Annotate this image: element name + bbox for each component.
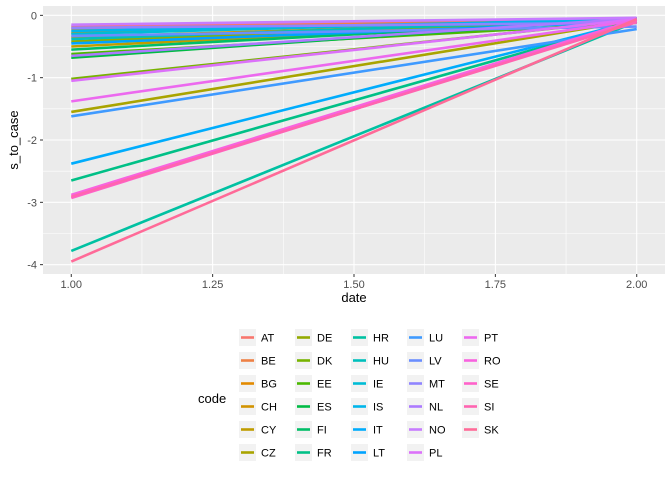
legend-label: SK [484, 425, 499, 437]
legend-item-cy: CY [239, 421, 277, 438]
legend-label: LU [429, 333, 443, 345]
legend-label: IE [373, 379, 383, 391]
legend-label: DE [317, 333, 332, 345]
series-line-lu [71, 27, 637, 118]
y-axis: 0 -1 -2 -3 -4 [27, 10, 43, 272]
legend-label: AT [261, 333, 275, 345]
y-tick-label: -4 [27, 260, 37, 272]
legend-item-lt: LT [351, 444, 385, 461]
series-line-pt [71, 19, 637, 103]
legend-label: LT [373, 448, 385, 460]
series-line-si [70, 20, 638, 198]
legend-label: FR [317, 448, 332, 460]
legend-items: AT BE BG CH CY CZ DE DK EE ES FI FR HR HU IE IS IT LT LU LV… [239, 329, 501, 461]
legend-item-is: IS [351, 398, 383, 415]
y-axis-title: s_to_case [6, 110, 21, 169]
legend-title: code [198, 391, 226, 406]
legend-item-pl: PL [407, 444, 442, 461]
legend-item-fi: FI [295, 421, 327, 438]
legend-label: BE [261, 356, 276, 368]
legend-item-bg: BG [239, 375, 277, 392]
legend-label: LV [429, 356, 442, 368]
x-tick-label: 2.00 [626, 279, 647, 291]
series-line-pl [71, 17, 637, 83]
legend-label: HU [373, 356, 389, 368]
legend-label: IT [373, 425, 383, 437]
legend-label: ES [317, 402, 332, 414]
legend-label: CZ [261, 448, 276, 460]
series-line-no [71, 16, 637, 26]
legend-item-ee: EE [295, 375, 332, 392]
legend-label: CH [261, 402, 277, 414]
y-tick-label: 0 [31, 10, 37, 22]
legend-label: HR [373, 333, 389, 345]
legend-label: FI [317, 425, 327, 437]
legend-item-si: SI [462, 398, 494, 415]
legend-item-hu: HU [351, 352, 389, 369]
legend-label: IS [373, 402, 383, 414]
legend-label: PT [484, 333, 498, 345]
legend-item-ie: IE [351, 375, 383, 392]
x-tick-label: 1.75 [485, 279, 506, 291]
series-line-cz [71, 19, 637, 114]
legend-label: CY [261, 425, 277, 437]
series-line-fr [70, 19, 638, 182]
legend: code AT BE BG CH CY CZ DE DK EE ES FI FR HR HU IE IS IT L… [198, 329, 501, 461]
legend-label: PL [429, 448, 442, 460]
legend-item-be: BE [239, 352, 276, 369]
legend-item-lv: LV [407, 352, 442, 369]
legend-item-sk: SK [462, 421, 499, 438]
legend-label: NL [429, 402, 443, 414]
legend-item-fr: FR [295, 444, 332, 461]
legend-label: SE [484, 379, 499, 391]
series-lines [70, 16, 638, 263]
legend-item-cz: CZ [239, 444, 276, 461]
legend-item-hr: HR [351, 329, 389, 346]
legend-item-ro: RO [462, 352, 501, 369]
legend-item-de: DE [295, 329, 332, 346]
series-line-ro [70, 18, 638, 197]
legend-label: DK [317, 356, 333, 368]
x-tick-label: 1.25 [202, 279, 223, 291]
legend-label: SI [484, 402, 494, 414]
legend-item-lu: LU [407, 329, 443, 346]
series-line-nl [71, 17, 637, 58]
legend-label: EE [317, 379, 332, 391]
legend-item-nl: NL [407, 398, 443, 415]
legend-item-it: IT [351, 421, 383, 438]
series-line-sk [70, 17, 638, 263]
x-axis-title: date [341, 290, 366, 305]
legend-item-ch: CH [239, 398, 277, 415]
x-tick-label: 1.00 [61, 279, 82, 291]
legend-label: MT [429, 379, 445, 391]
legend-item-no: NO [407, 421, 446, 438]
legend-label: BG [261, 379, 277, 391]
y-tick-label: -3 [27, 197, 37, 209]
x-axis: 1.00 1.25 1.50 1.75 2.00 [61, 274, 647, 291]
y-tick-label: -1 [27, 73, 37, 85]
legend-item-at: AT [239, 329, 275, 346]
legend-item-es: ES [295, 398, 332, 415]
legend-item-se: SE [462, 375, 499, 392]
x-tick-label: 1.50 [343, 279, 364, 291]
legend-item-mt: MT [407, 375, 445, 392]
y-tick-label: -2 [27, 135, 37, 147]
legend-label: RO [484, 356, 501, 368]
legend-item-dk: DK [295, 352, 333, 369]
legend-item-pt: PT [462, 329, 498, 346]
legend-label: NO [429, 425, 446, 437]
